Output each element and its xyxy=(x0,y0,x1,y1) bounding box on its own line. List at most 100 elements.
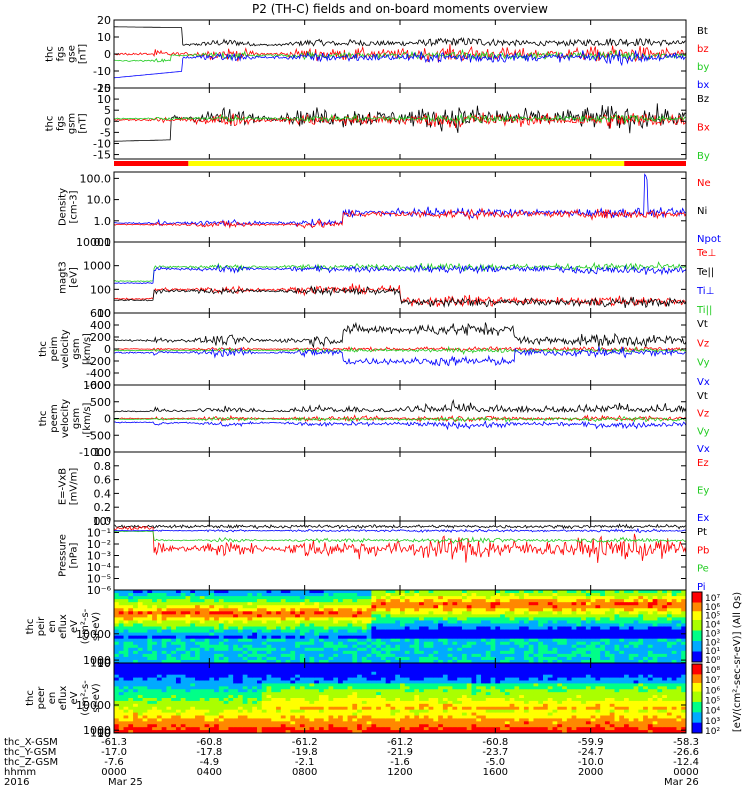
heat-cell xyxy=(176,602,181,606)
heat-cell xyxy=(595,633,600,637)
heat-cell xyxy=(214,663,219,666)
heat-cell xyxy=(214,718,219,721)
heat-cell xyxy=(405,727,410,730)
heat-cell xyxy=(634,645,639,649)
heat-cell xyxy=(615,654,620,658)
heat-cell xyxy=(615,648,620,652)
heat-cell xyxy=(305,724,310,727)
heat-cell xyxy=(295,713,300,716)
heat-cell xyxy=(295,608,300,612)
heat-cell xyxy=(538,599,543,603)
heat-cell xyxy=(357,707,362,710)
heat-cell xyxy=(267,666,272,669)
heat-cell xyxy=(576,614,581,618)
heat-cell xyxy=(124,686,129,689)
heat-cell xyxy=(462,608,467,612)
heat-cell xyxy=(662,605,667,609)
heat-cell xyxy=(238,689,243,692)
heat-cell xyxy=(119,642,124,646)
heat-cell xyxy=(166,608,171,612)
heat-cell xyxy=(143,683,148,686)
heat-cell xyxy=(166,672,171,675)
heat-cell xyxy=(433,704,438,707)
heat-cell xyxy=(195,666,200,669)
heat-cell xyxy=(114,654,119,658)
heat-cell xyxy=(381,599,386,603)
heat-cell xyxy=(190,620,195,624)
heat-cell xyxy=(624,608,629,612)
heat-cell xyxy=(443,608,448,612)
heat-cell xyxy=(181,689,186,692)
heat-cell xyxy=(300,651,305,655)
heat-cell xyxy=(119,623,124,627)
y-axis-label: E=-VxB xyxy=(58,468,69,505)
heat-cell xyxy=(157,611,162,615)
heat-cell xyxy=(333,614,338,618)
heat-cell xyxy=(634,596,639,600)
heat-cell xyxy=(414,683,419,686)
heat-cell xyxy=(143,678,148,681)
heat-cell xyxy=(410,608,415,612)
heat-cell xyxy=(343,686,348,689)
y-axis-label: Density xyxy=(58,188,69,226)
heat-cell xyxy=(295,599,300,603)
heat-cell xyxy=(624,605,629,609)
heat-cell xyxy=(476,645,481,649)
heat-cell xyxy=(514,617,519,621)
heat-cell xyxy=(486,620,491,624)
heat-cell xyxy=(286,627,291,631)
heat-cell xyxy=(228,648,233,652)
heat-cell xyxy=(662,590,667,594)
heat-cell xyxy=(233,645,238,649)
heat-cell xyxy=(362,608,367,612)
heat-cell xyxy=(133,681,138,684)
heat-cell xyxy=(338,636,343,640)
heat-cell xyxy=(438,630,443,634)
heat-cell xyxy=(243,704,248,707)
heat-cell xyxy=(395,686,400,689)
heat-cell xyxy=(624,617,629,621)
heat-cell xyxy=(329,636,334,640)
heat-cell xyxy=(653,599,658,603)
heat-cell xyxy=(319,642,324,646)
heat-cell xyxy=(238,692,243,695)
heat-cell xyxy=(319,617,324,621)
heat-cell xyxy=(252,675,257,678)
heat-cell xyxy=(452,620,457,624)
heat-cell xyxy=(443,724,448,727)
heat-cell xyxy=(181,651,186,655)
heat-cell xyxy=(400,678,405,681)
heat-cell xyxy=(505,642,510,646)
heat-cell xyxy=(281,639,286,643)
heat-cell xyxy=(600,620,605,624)
heat-cell xyxy=(529,642,534,646)
heat-cell xyxy=(429,704,434,707)
heat-cell xyxy=(290,689,295,692)
heat-cell xyxy=(200,707,205,710)
heat-cell xyxy=(309,636,314,640)
heat-cell xyxy=(634,617,639,621)
heat-cell xyxy=(433,599,438,603)
heat-cell xyxy=(128,721,133,724)
heat-cell xyxy=(543,654,548,658)
heat-cell xyxy=(414,686,419,689)
heat-cell xyxy=(429,657,434,661)
heat-cell xyxy=(228,704,233,707)
heat-cell xyxy=(114,617,119,621)
heat-cell xyxy=(371,642,376,646)
heat-cell xyxy=(214,654,219,658)
heat-cell xyxy=(119,590,124,594)
heat-cell xyxy=(119,636,124,640)
heat-cell xyxy=(367,611,372,615)
heat-cell xyxy=(586,602,591,606)
heat-cell xyxy=(133,636,138,640)
heat-cell xyxy=(219,727,224,730)
heat-cell xyxy=(438,681,443,684)
heat-cell xyxy=(676,602,681,606)
heat-cell xyxy=(252,710,257,713)
heat-cell xyxy=(443,605,448,609)
heat-cell xyxy=(119,724,124,727)
heat-cell xyxy=(367,707,372,710)
heat-cell xyxy=(348,657,353,661)
heat-cell xyxy=(629,651,634,655)
